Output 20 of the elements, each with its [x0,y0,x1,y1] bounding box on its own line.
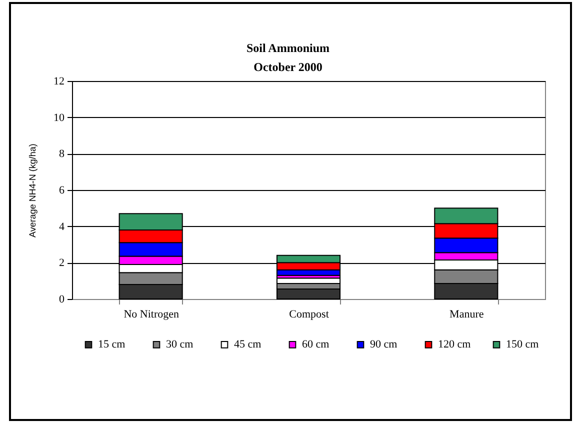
y-tick-label: 0 [59,294,65,306]
x-tick-label: Manure [450,308,484,320]
legend-label: 15 cm [98,338,126,351]
legend-label: 90 cm [370,338,398,351]
y-tick-label: 10 [54,112,65,124]
y-axis-title: Average NH4-N (kg/ha) [28,144,38,238]
legend-label: 45 cm [234,338,262,351]
legend-label: 60 cm [302,338,330,351]
chart-subtitle: October 2000 [254,60,322,74]
y-tick-label: 2 [59,257,64,270]
legend-label: 120 cm [438,338,472,351]
x-tick-label: No Nitrogen [124,308,180,320]
y-tick-label: 6 [59,184,65,196]
legend-label: 30 cm [166,338,194,351]
y-tick-label: 4 [59,220,65,233]
y-tick-label: 12 [54,76,64,88]
chart-title: Soil Ammonium [246,41,330,55]
x-tick-label: Compost [289,308,329,320]
y-tick-label: 8 [59,148,65,160]
legend-label: 150 cm [506,338,540,351]
